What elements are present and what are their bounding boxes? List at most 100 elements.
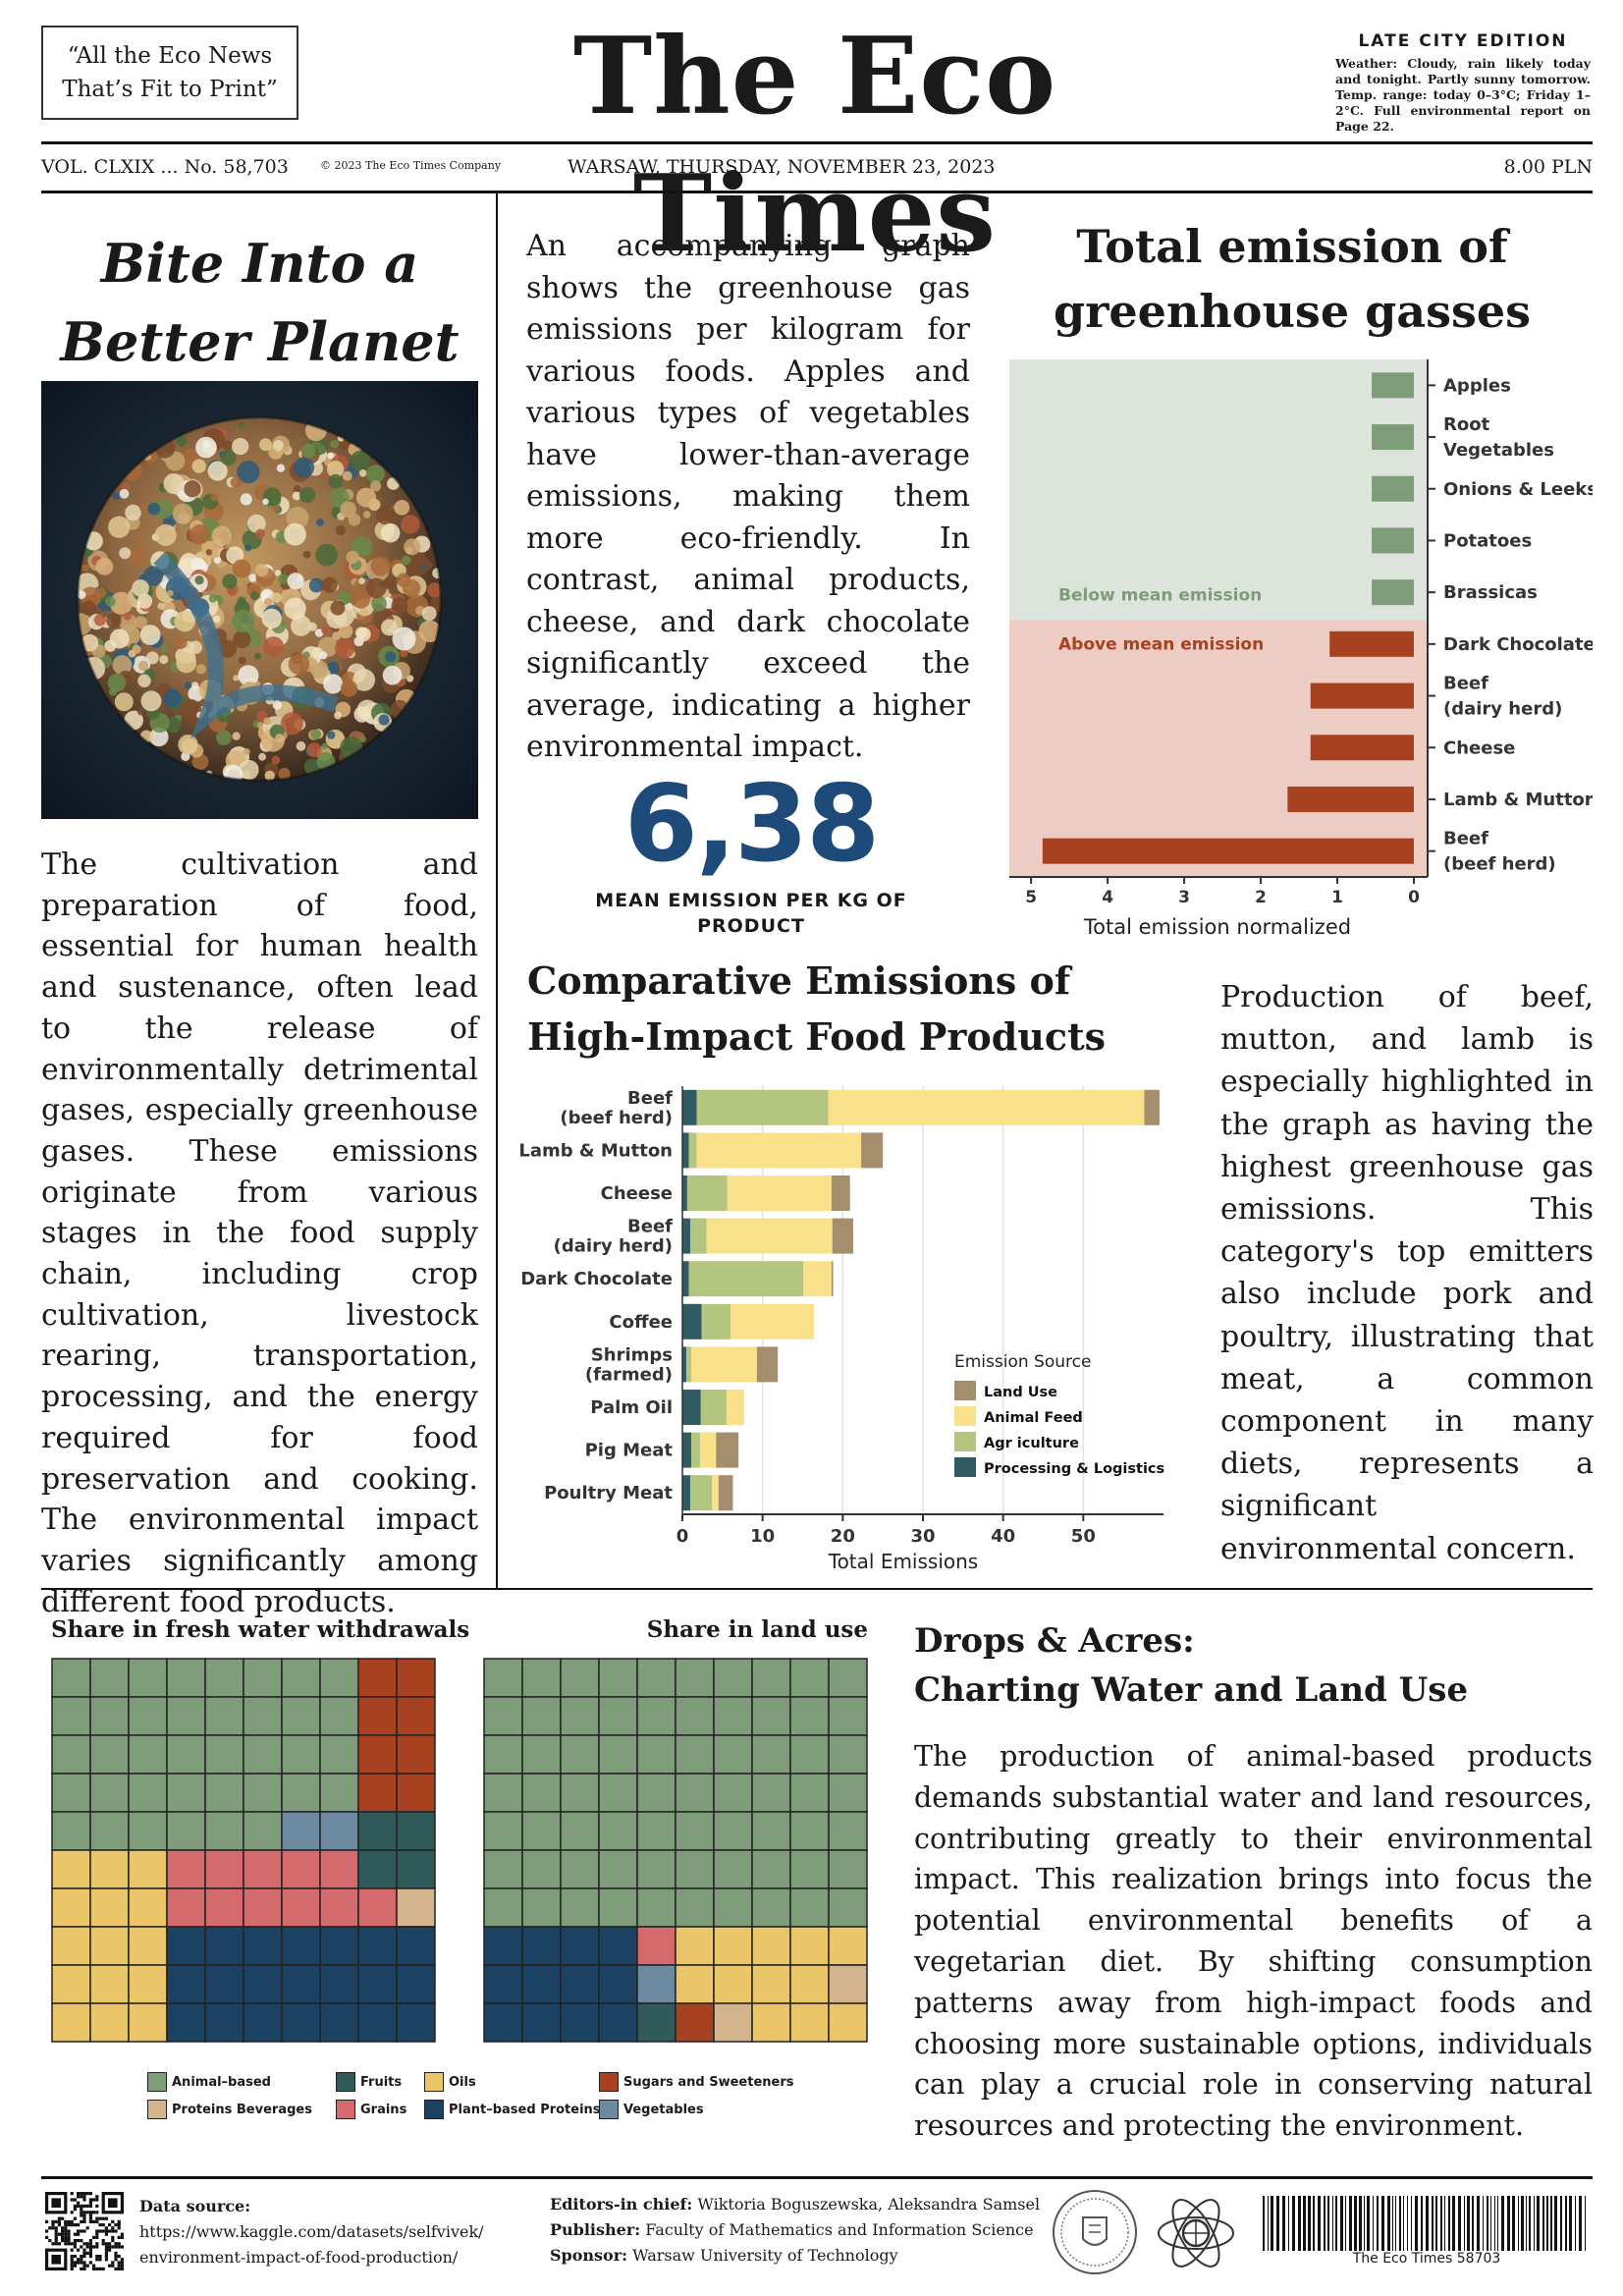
land-waffle-cell <box>751 1964 791 2004</box>
globe-food-item <box>394 500 410 516</box>
qr-module <box>117 2242 121 2246</box>
comp-category-label: Coffee <box>609 1312 673 1333</box>
qr-finder-core <box>51 2198 61 2208</box>
water-waffle-cell <box>357 1811 398 1851</box>
land-waffle-cell <box>521 1964 562 2004</box>
total-bar <box>1329 630 1414 657</box>
globe-food-item <box>352 669 376 691</box>
barcode-bar <box>1440 2196 1442 2251</box>
legend-label-plant: Plant–based Proteins <box>449 2103 601 2117</box>
land-waffle-cell <box>713 1734 753 1775</box>
qr-module <box>92 2235 96 2239</box>
barcode-bar <box>1483 2196 1484 2251</box>
barcode-bar <box>1452 2196 1455 2251</box>
qr-module <box>88 2239 92 2243</box>
qr-module <box>92 2245 96 2249</box>
qr-module <box>95 2258 99 2262</box>
barcode-bar <box>1518 2196 1519 2251</box>
globe-food-item <box>328 473 344 489</box>
qr-module <box>73 2242 77 2246</box>
globe-food-item <box>321 576 338 593</box>
qr-module <box>101 2239 105 2243</box>
land-waffle-cell <box>751 1658 791 1698</box>
legend-label-fruits: Fruits <box>360 2075 403 2090</box>
drops-title: Drops & Acres: Charting Water and Land U… <box>914 1616 1592 1715</box>
qr-module <box>73 2216 77 2220</box>
qr-module <box>70 2242 74 2246</box>
globe-food-item <box>220 450 237 465</box>
qr-module <box>82 2211 86 2214</box>
barcode-bar <box>1415 2196 1418 2251</box>
qr-code[interactable] <box>45 2192 124 2270</box>
barcode-bar <box>1467 2196 1470 2251</box>
land-waffle-cell <box>521 1696 562 1736</box>
qr-module <box>64 2223 68 2227</box>
barcode-bar <box>1534 2196 1535 2251</box>
comp-bar-segment <box>727 1175 832 1211</box>
globe-food-item <box>216 730 232 745</box>
qr-module <box>73 2264 77 2268</box>
globe-food-item <box>211 525 233 547</box>
water-waffle-cell <box>357 1658 398 1698</box>
barcode-bar <box>1411 2196 1412 2251</box>
globe-food-item <box>238 656 246 665</box>
globe-food-item <box>254 652 261 660</box>
mean-caption-line-1: MEAN EMISSION PER KG OF <box>595 890 907 911</box>
land-waffle-cell <box>483 1849 523 1889</box>
total-category-label: Apples <box>1443 375 1511 396</box>
globe-food-item <box>184 682 191 689</box>
globe-food-item <box>327 731 336 739</box>
qr-module <box>70 2255 74 2259</box>
qr-module <box>92 2267 96 2270</box>
comp-bar-segment <box>690 1475 713 1511</box>
water-waffle-cell <box>243 1887 283 1928</box>
left-article-body: The cultivation and preparation of food,… <box>41 847 478 1619</box>
globe-food-item <box>126 545 146 566</box>
qr-module <box>85 2264 89 2268</box>
data-source-url-line-2[interactable]: environment-impact-of-food-production/ <box>139 2248 459 2267</box>
data-source-url-line-1[interactable]: https://www.kaggle.com/datasets/selfvive… <box>139 2222 484 2241</box>
globe-food-item <box>392 627 416 651</box>
qr-module <box>77 2239 81 2243</box>
water-waffle-cell <box>396 1849 436 1889</box>
land-waffle-cell <box>675 1926 715 1966</box>
waffle-legend: Animal–based Proteins Beverages Fruits G… <box>147 2072 854 2131</box>
water-waffle-cell <box>128 2002 168 2043</box>
comp-category-label: Lamb & Mutton <box>518 1140 673 1161</box>
comp-bar-segment <box>831 1261 834 1297</box>
land-waffle-cell <box>828 1734 868 1775</box>
globe-food-item <box>207 461 228 481</box>
water-waffle-cell <box>89 1773 130 1813</box>
water-waffle-cell <box>51 1849 91 1889</box>
globe-food-item <box>178 735 198 755</box>
globe-food-item <box>238 665 259 686</box>
qr-module <box>104 2232 108 2236</box>
water-waffle-cell <box>51 2002 91 2043</box>
globe-food-item <box>205 549 213 556</box>
comp-bar-segment <box>682 1089 697 1125</box>
water-waffle-cell <box>51 1887 91 1928</box>
comp-x-tick-label: 40 <box>991 1526 1015 1547</box>
water-waffle-cell <box>243 2002 283 2043</box>
qr-module <box>111 2245 115 2249</box>
qr-module <box>57 2219 61 2223</box>
barcode-bar <box>1458 2196 1461 2251</box>
globe-food-item <box>310 729 322 739</box>
copyright: © 2023 The Eco Times Company <box>320 159 502 172</box>
water-waffle-cell <box>204 1964 244 2004</box>
barcode-bar <box>1521 2196 1524 2251</box>
water-waffle-cell <box>396 1926 436 1966</box>
comp-category-label: Palm Oil <box>590 1397 673 1418</box>
qr-module <box>120 2264 124 2268</box>
globe-food-item <box>191 459 206 473</box>
land-waffle-cell <box>598 1849 638 1889</box>
qr-module <box>80 2255 83 2259</box>
qr-module <box>108 2264 112 2268</box>
globe-food-item <box>136 708 144 716</box>
qr-module <box>95 2211 99 2214</box>
land-waffle-cell <box>751 1849 791 1889</box>
qr-module <box>70 2223 74 2227</box>
qr-module <box>114 2229 118 2233</box>
globe-food-item <box>369 480 382 492</box>
barcode-bar <box>1367 2196 1370 2251</box>
